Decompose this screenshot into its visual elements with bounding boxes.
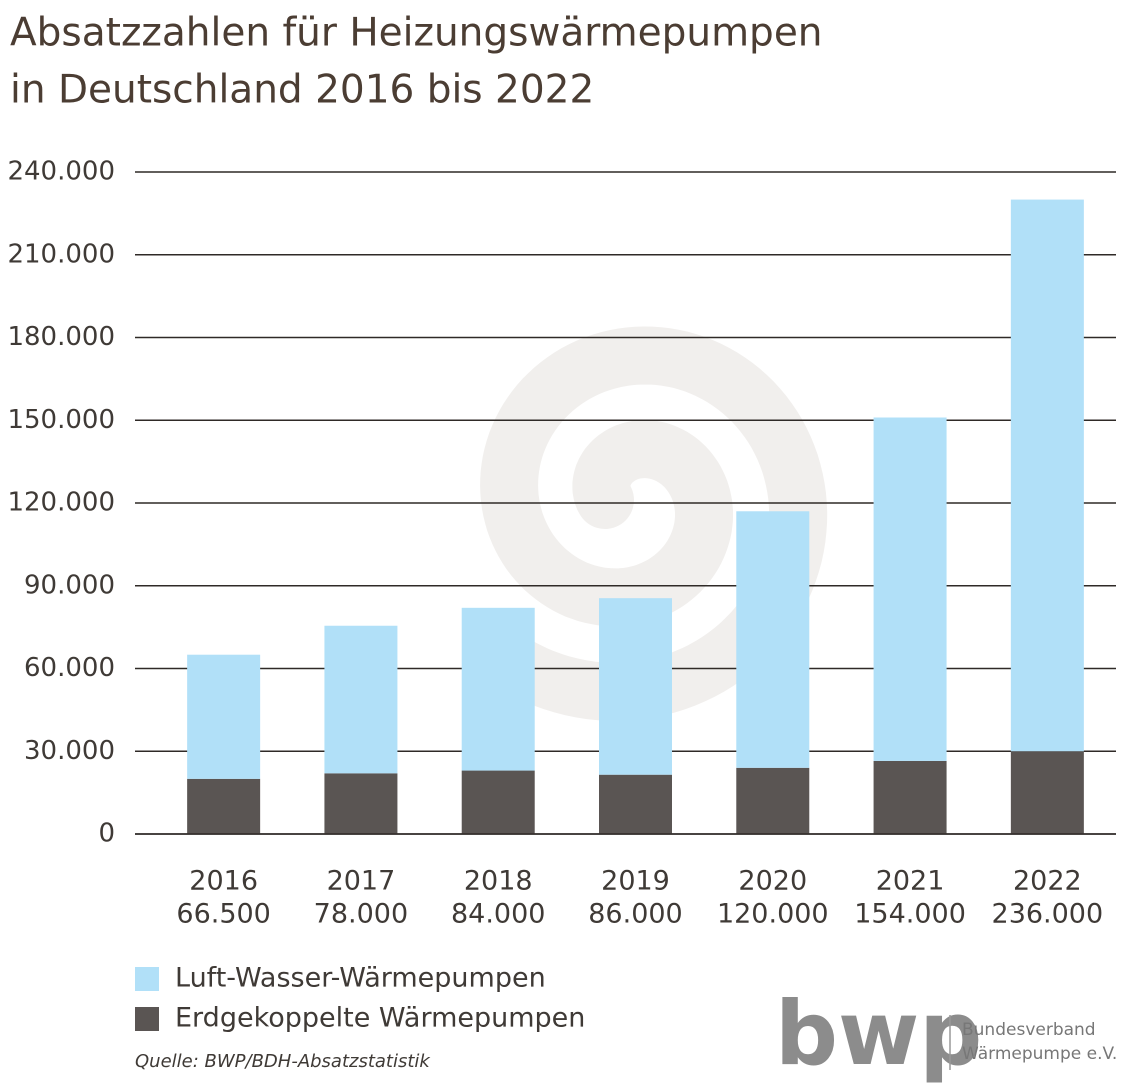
x-tick-label: 2016	[189, 866, 258, 897]
y-tick-label: 150.000	[7, 405, 115, 435]
y-tick-label: 90.000	[24, 570, 115, 600]
x-tick-label: 2020	[738, 866, 807, 897]
chart-title: Absatzzahlen für Heizungswärmepumpen	[10, 11, 823, 56]
total-label: 236.000	[992, 899, 1104, 930]
bar-segment	[324, 625, 398, 774]
total-label: 86.000	[588, 899, 682, 930]
chart-title: in Deutschland 2016 bis 2022	[10, 68, 594, 113]
total-label: 78.000	[314, 899, 408, 930]
total-label: 154.000	[854, 899, 966, 930]
logo-mark: bwp	[775, 982, 982, 1085]
bar-segment	[324, 773, 398, 834]
bar-segment	[599, 598, 672, 775]
bar-segment	[461, 607, 535, 771]
source: Quelle: BWP/BDH-Absatzstatistik	[135, 1051, 431, 1072]
logo-text: Bundesverband	[962, 1020, 1096, 1040]
bar-segment	[187, 778, 261, 834]
total-label: 120.000	[717, 899, 829, 930]
legend-label: Luft-Wasser-Wärmepumpen	[175, 963, 546, 994]
bar-segment	[736, 511, 810, 768]
bar-segment	[1010, 751, 1084, 834]
bar-segment	[187, 654, 261, 779]
y-tick-label: 180.000	[7, 322, 115, 352]
x-tick-label: 2018	[464, 866, 533, 897]
total-label: 84.000	[451, 899, 545, 930]
legend-label: Erdgekoppelte Wärmepumpen	[175, 1003, 585, 1034]
legend-swatch	[135, 967, 159, 991]
bar-segment	[461, 770, 535, 834]
legend-swatch	[135, 1007, 159, 1031]
bar-segment	[1010, 199, 1084, 752]
x-tick-label: 2017	[327, 866, 396, 897]
bar-segment	[736, 767, 810, 834]
x-tick-label: 2019	[601, 866, 670, 897]
y-tick-label: 210.000	[7, 239, 115, 269]
bar-segment	[873, 417, 947, 761]
y-tick-label: 0	[98, 819, 115, 849]
y-tick-label: 240.000	[7, 157, 115, 187]
bar-segment	[873, 760, 947, 834]
logo-text: Wärmepumpe e.V.	[962, 1044, 1117, 1064]
y-tick-label: 30.000	[24, 736, 115, 766]
x-tick-label: 2022	[1013, 866, 1082, 897]
y-tick-label: 60.000	[24, 653, 115, 683]
total-label: 66.500	[176, 899, 270, 930]
x-tick-label: 2021	[876, 866, 945, 897]
y-tick-label: 120.000	[7, 488, 115, 518]
bar-segment	[599, 774, 672, 834]
